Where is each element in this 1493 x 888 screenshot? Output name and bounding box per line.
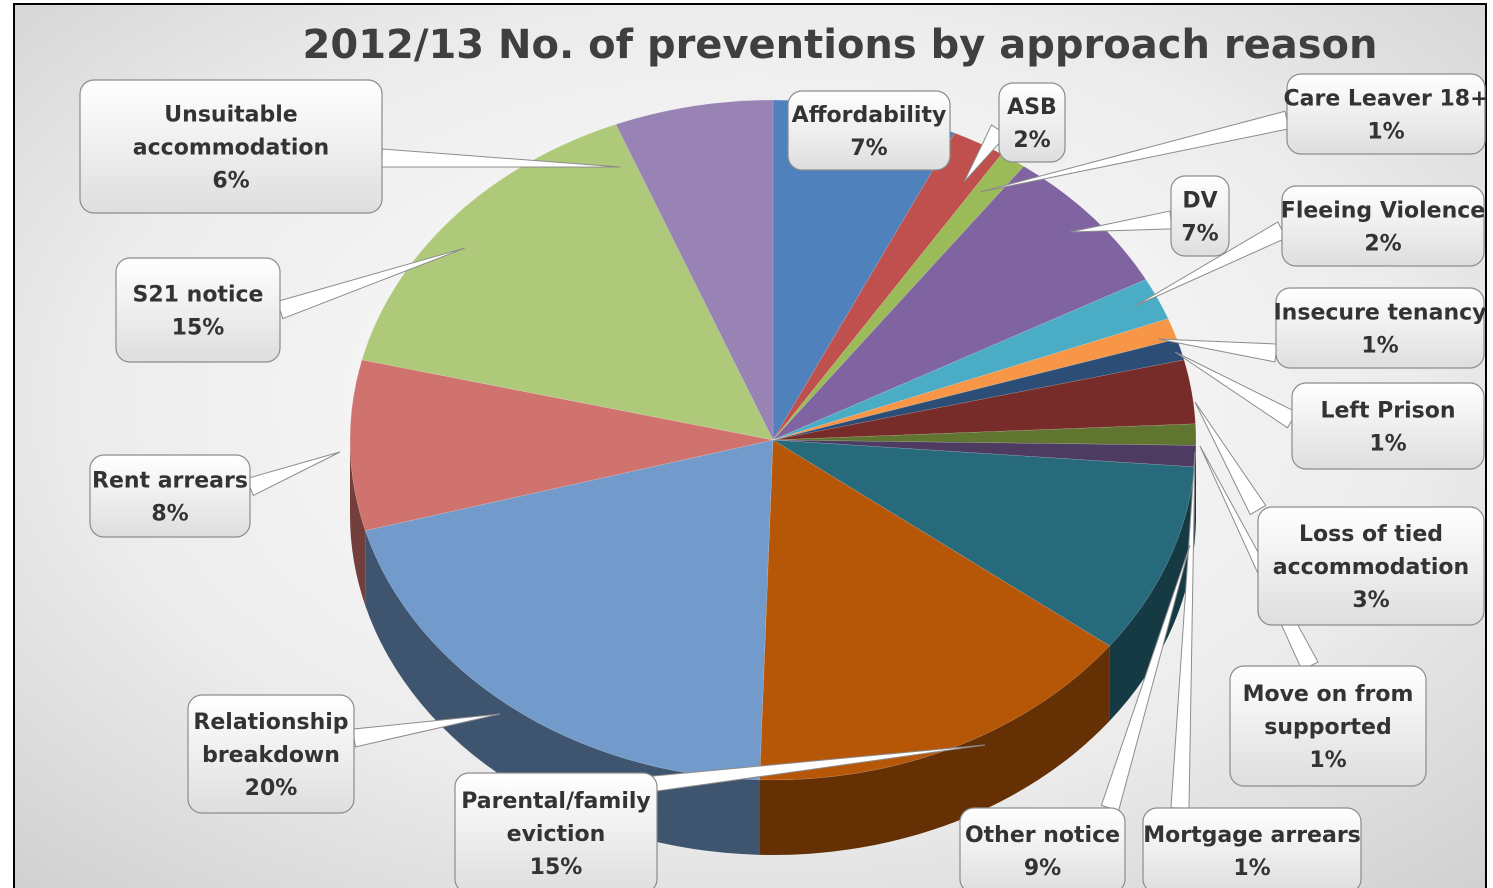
- slice-label: Left Prison: [1320, 399, 1455, 424]
- label-box: [115, 257, 281, 363]
- slice-value: 1%: [1233, 856, 1270, 881]
- slice-label: DV: [1182, 189, 1217, 214]
- data-label-insecure-tenancy: Insecure tenancy 1%: [1274, 287, 1487, 369]
- slice-label: accommodation: [1273, 555, 1469, 580]
- slice-label: Loss of tied: [1299, 522, 1443, 547]
- slice-s21-notice: [361, 124, 774, 441]
- slice-value: 15%: [172, 316, 225, 341]
- leader-line-loss-of-tied-accommodation: [1194, 401, 1267, 516]
- slice-value: 15%: [530, 855, 583, 880]
- data-label-fleeing-violence: Fleeing Violence 2%: [1281, 185, 1485, 267]
- label-box: [454, 772, 658, 888]
- slice-value: 7%: [1181, 222, 1218, 247]
- slice-label: breakdown: [202, 743, 340, 768]
- label-box: [959, 807, 1126, 888]
- slice-label: supported: [1264, 715, 1391, 740]
- slice-value: 1%: [1367, 120, 1404, 145]
- slice-mortgage-arrears: [772, 423, 1197, 446]
- data-label-left-prison: Left Prison 1%: [1291, 382, 1485, 470]
- slice-value: 1%: [1361, 334, 1398, 359]
- data-label-move-on-from-supported: Move on from supported 1%: [1229, 665, 1427, 787]
- data-label-mortgage-arrears: Mortgage arrears 1%: [1142, 807, 1362, 888]
- slice-parental-family-eviction: [759, 439, 1111, 781]
- slice-label: Move on from: [1243, 682, 1414, 707]
- data-label-unsuitable-accommodation: Unsuitable accommodation 6%: [79, 79, 383, 214]
- label-box: [998, 82, 1066, 163]
- slice-label: Unsuitable: [164, 103, 297, 128]
- slice-label: ASB: [1007, 95, 1057, 120]
- slice-label: accommodation: [133, 136, 329, 161]
- slice-value: 2%: [1364, 232, 1401, 257]
- data-label-relationship-breakdown: Relationship breakdown 20%: [187, 694, 355, 814]
- label-box: [1170, 175, 1230, 257]
- slice-value: 3%: [1352, 588, 1389, 613]
- slice-label: Mortgage arrears: [1143, 823, 1361, 848]
- slice-insecure-tenancy: [772, 318, 1178, 441]
- slice-dv: [772, 165, 1147, 441]
- data-label-affordability: Affordability 7%: [787, 90, 951, 171]
- slice-side-parental-family-eviction: [759, 645, 1110, 855]
- label-box: [1291, 382, 1485, 470]
- slice-side-rent-arrears: [350, 440, 366, 606]
- label-box: [1229, 665, 1427, 787]
- slice-label: Insecure tenancy: [1274, 301, 1487, 326]
- slice-value: 9%: [1024, 856, 1061, 881]
- data-labels: Affordability 7% ASB 2% Care Leaver 18+ 1% DV 7…: [79, 73, 1489, 888]
- slice-side-relationship-breakdown: [365, 530, 760, 855]
- slice-label: Relationship: [193, 710, 348, 735]
- label-box: [79, 79, 383, 214]
- slice-value: 8%: [151, 502, 188, 527]
- label-box: [787, 90, 951, 171]
- data-label-parental-family-eviction: Parental/family eviction 15%: [454, 772, 658, 888]
- slice-unsuitable-accommodation: [615, 99, 774, 441]
- slice-label: Parental/family: [461, 789, 651, 814]
- pie-slices: [349, 99, 1197, 781]
- slice-rent-arrears: [349, 359, 774, 531]
- slice-side-other-notice: [1109, 466, 1195, 721]
- slice-value: 1%: [1369, 432, 1406, 457]
- slice-value: 7%: [850, 136, 887, 161]
- slice-label: Fleeing Violence: [1281, 199, 1485, 224]
- label-box: [89, 454, 251, 538]
- slice-loss-of-tied-accommodation: [772, 359, 1196, 441]
- slice-fleeing-violence: [772, 279, 1169, 441]
- slice-label: Rent arrears: [92, 469, 248, 494]
- chart-title: 2012/13 No. of preventions by approach r…: [303, 22, 1378, 68]
- label-box: [1281, 185, 1485, 267]
- slice-value: 6%: [212, 169, 249, 194]
- data-label-asb: ASB 2%: [998, 82, 1066, 163]
- label-box: [1275, 287, 1485, 369]
- slice-value: 1%: [1309, 748, 1346, 773]
- slice-left-prison: [772, 338, 1185, 441]
- data-label-other-notice: Other notice 9%: [959, 807, 1126, 888]
- slice-label: Care Leaver 18+: [1283, 87, 1488, 112]
- slice-label: eviction: [507, 822, 606, 847]
- data-label-rent-arrears: Rent arrears 8%: [89, 454, 251, 538]
- label-box: [187, 694, 355, 814]
- label-box: [1257, 506, 1485, 626]
- slice-label: S21 notice: [133, 283, 264, 308]
- slice-value: 20%: [245, 776, 298, 801]
- data-label-s21-notice: S21 notice 15%: [115, 257, 281, 363]
- data-label-dv: DV 7%: [1170, 175, 1230, 257]
- slice-label: Other notice: [965, 823, 1120, 848]
- data-label-loss-of-tied-accommodation: Loss of tied accommodation 3%: [1257, 506, 1485, 626]
- slice-label: Affordability: [792, 103, 947, 128]
- label-box: [1142, 807, 1362, 888]
- slice-value: 2%: [1013, 128, 1050, 153]
- label-box: [1286, 73, 1486, 155]
- data-label-care-leaver-18: Care Leaver 18+ 1%: [1283, 73, 1489, 155]
